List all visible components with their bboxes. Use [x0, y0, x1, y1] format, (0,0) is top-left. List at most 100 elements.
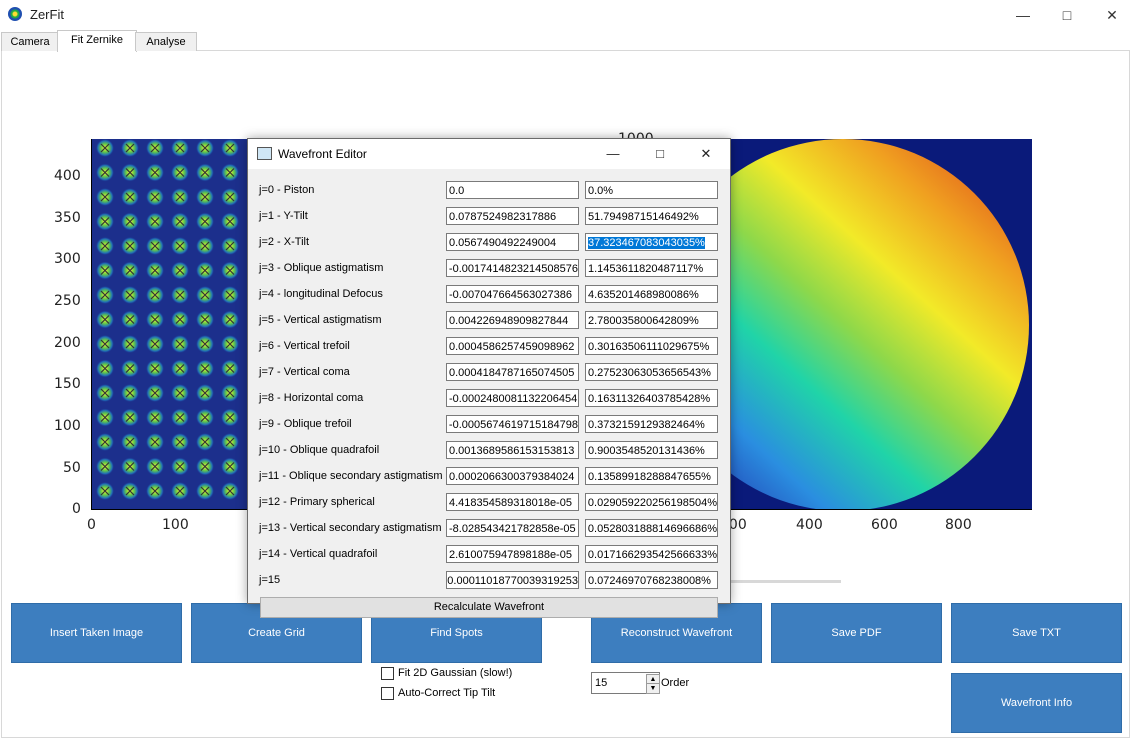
zernike-coefficient-input[interactable]: 0.00011018770039319253 — [446, 571, 579, 589]
zernike-coefficient-input[interactable]: -0.0002480081132206454 — [446, 389, 579, 407]
y-tick-label: 300 — [54, 251, 81, 267]
wavefront-plot — [729, 139, 1032, 510]
spot-marker — [200, 241, 210, 251]
zernike-percent-input[interactable]: 0.052803188814696686% — [585, 519, 718, 537]
zernike-percent-input[interactable]: 0.9003548520131436% — [585, 441, 718, 459]
spot-marker — [100, 437, 110, 447]
spot-marker — [125, 266, 135, 275]
tab-analyse[interactable]: Analyse — [135, 32, 197, 51]
spin-down-icon[interactable]: ▼ — [646, 683, 660, 694]
zernike-coefficient-input[interactable]: 4.418354589318018e-05 — [446, 493, 579, 511]
wavefront-editor-dialog: Wavefront Editor — □ ✕ j=0 - Piston 0.0 0.… — [247, 138, 731, 618]
zernike-coefficient-value: 2.610075947898188e-05 — [449, 549, 572, 561]
fit-gaussian-checkbox[interactable] — [381, 667, 394, 680]
tab-fit-zernike[interactable]: Fit Zernike — [57, 30, 137, 52]
zernike-percent-input[interactable]: 0.07246970768238008% — [585, 571, 718, 589]
wavefront-info-button[interactable]: Wavefront Info — [951, 673, 1122, 733]
spot-marker — [125, 192, 135, 202]
save-pdf-button[interactable]: Save PDF — [771, 603, 942, 663]
spot-marker — [150, 339, 160, 349]
zernike-percent-input[interactable]: 4.635201468980086% — [585, 285, 718, 303]
zernike-label: j=3 - Oblique astigmatism — [259, 262, 384, 274]
recalculate-wavefront-button[interactable]: Recalculate Wavefront — [260, 597, 718, 618]
spot-marker — [175, 388, 185, 398]
zernike-label: j=8 - Horizontal coma — [259, 392, 364, 404]
spot-marker — [175, 437, 185, 447]
y-tick-label: 50 — [63, 460, 81, 476]
zernike-coefficient-input[interactable]: -8.028543421782858e-05 — [446, 519, 579, 537]
zernike-percent-input[interactable]: 37.323467083043035% — [585, 233, 718, 251]
tab-camera[interactable]: Camera — [1, 32, 59, 51]
spot-marker — [125, 437, 135, 447]
x-tick-label: 600 — [871, 517, 898, 533]
x-tick-label: 0 — [87, 517, 96, 533]
spot-marker — [100, 339, 110, 349]
spot-marker — [225, 217, 235, 226]
zernike-coefficient-input[interactable]: 0.0787524982317886 — [446, 207, 579, 225]
zernike-percent-input[interactable]: 0.30163506111029675% — [585, 337, 718, 355]
scrollbar-track[interactable] — [729, 580, 841, 583]
wavefront-image — [729, 139, 1032, 510]
auto-correct-checkbox[interactable] — [381, 687, 394, 700]
spot-marker — [100, 413, 110, 422]
save-txt-button[interactable]: Save TXT — [951, 603, 1122, 663]
zernike-percent-value: 37.323467083043035% — [588, 237, 705, 249]
zernike-percent-input[interactable]: 0.3732159129382464% — [585, 415, 718, 433]
zernike-coefficient-input[interactable]: 2.610075947898188e-05 — [446, 545, 579, 563]
close-icon[interactable]: ✕ — [1106, 7, 1118, 23]
zernike-coefficient-input[interactable]: -0.0005674619715184798 — [446, 415, 579, 433]
zernike-coefficient-value: -0.0005674619715184798 — [448, 419, 578, 431]
y-tick-label: 150 — [54, 376, 81, 392]
spot-image-plot — [91, 139, 251, 509]
maximize-icon[interactable]: □ — [1062, 7, 1072, 23]
auto-correct-label: Auto-Correct Tip Tilt — [398, 687, 496, 699]
spot-marker — [200, 339, 210, 349]
spot-marker — [125, 290, 135, 300]
y-tick-label: 0 — [72, 501, 81, 517]
zernike-percent-value: 0.052803188814696686% — [587, 523, 717, 535]
spot-marker — [200, 388, 210, 398]
zernike-percent-input[interactable]: 51.79498715146492% — [585, 207, 718, 225]
zernike-label: j=13 - Vertical secondary astigmatism — [259, 522, 442, 534]
zernike-coefficient-value: -0.0017414823214508576 — [448, 263, 578, 275]
zernike-coefficient-value: 0.0004586257459098962 — [449, 341, 575, 353]
zernike-percent-input[interactable]: 0.13589918288847655% — [585, 467, 718, 485]
zernike-label: j=10 - Oblique quadrafoil — [259, 444, 380, 456]
zernike-coefficient-input[interactable]: 0.0004184787165074505 — [446, 363, 579, 381]
insert-taken-image-button[interactable]: Insert Taken Image — [11, 603, 182, 663]
zernike-percent-input[interactable]: 1.1453611820487117% — [585, 259, 718, 277]
spot-marker — [175, 413, 185, 422]
spot-marker — [175, 217, 185, 226]
zernike-coefficient-input[interactable]: 0.004226948909827844 — [446, 311, 579, 329]
spot-marker — [125, 486, 135, 496]
dialog-minimize-icon[interactable]: — — [606, 146, 620, 161]
spot-marker — [200, 413, 210, 422]
order-spinbox[interactable]: 15 ▲ ▼ — [591, 672, 660, 694]
spot-marker — [100, 266, 110, 275]
zernike-percent-input[interactable]: 0.0% — [585, 181, 718, 199]
zernike-percent-input[interactable]: 0.27523063053656543% — [585, 363, 718, 381]
dialog-maximize-icon[interactable]: □ — [656, 146, 664, 161]
zernike-coefficient-input[interactable]: 0.0 — [446, 181, 579, 199]
spot-marker — [100, 217, 110, 226]
zernike-coefficient-input[interactable]: 0.0013689586153153813 — [446, 441, 579, 459]
zernike-percent-input[interactable]: 0.017166293542566633% — [585, 545, 718, 563]
spot-marker — [200, 462, 210, 471]
zernike-percent-input[interactable]: 0.16311326403785428% — [585, 389, 718, 407]
dialog-close-icon[interactable]: ✕ — [700, 146, 712, 161]
zernike-percent-input[interactable]: 0.029059220256198504% — [585, 493, 718, 511]
spot-marker — [150, 437, 160, 447]
spot-marker — [100, 486, 110, 496]
zernike-coefficient-input[interactable]: -0.0017414823214508576 — [446, 259, 579, 277]
zernike-percent-input[interactable]: 2.780035800642809% — [585, 311, 718, 329]
zernike-coefficient-input[interactable]: -0.007047664563027386 — [446, 285, 579, 303]
zernike-coefficient-input[interactable]: 0.0567490492249004 — [446, 233, 579, 251]
zernike-coefficient-input[interactable]: 0.0004586257459098962 — [446, 337, 579, 355]
spot-marker — [225, 364, 235, 373]
spot-marker — [225, 290, 235, 300]
spot-marker — [200, 143, 210, 153]
zernike-label: j=9 - Oblique trefoil — [259, 418, 352, 430]
minimize-icon[interactable]: — — [1016, 7, 1030, 23]
zernike-percent-value: 0.0% — [588, 185, 614, 197]
zernike-coefficient-input[interactable]: 0.0002066300379384024 — [446, 467, 579, 485]
